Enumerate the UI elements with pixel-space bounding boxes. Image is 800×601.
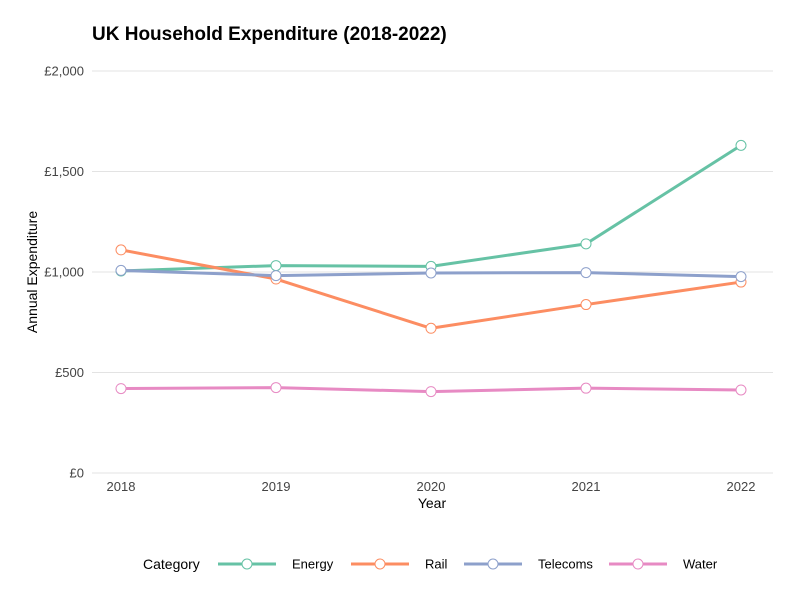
data-point-energy xyxy=(735,139,747,151)
legend-label: Energy xyxy=(292,557,334,572)
x-tick-label: 2021 xyxy=(572,479,601,494)
x-axis-ticks: 2018 2019 2020 2021 2022 xyxy=(107,479,756,494)
y-tick-label: £1,500 xyxy=(44,164,84,179)
x-axis-label: Year xyxy=(418,495,447,511)
data-point-water xyxy=(425,386,437,398)
chart-title: UK Household Expenditure (2018-2022) xyxy=(92,24,447,45)
x-tick-label: 2020 xyxy=(417,479,446,494)
legend-item-rail: Rail xyxy=(351,557,448,572)
legend-label: Telecoms xyxy=(538,557,593,572)
data-point-telecoms xyxy=(115,264,127,276)
data-point-rail xyxy=(115,244,127,256)
x-tick-label: 2018 xyxy=(107,479,136,494)
y-tick-label: £2,000 xyxy=(44,64,84,79)
x-tick-label: 2019 xyxy=(262,479,291,494)
data-point-water xyxy=(115,383,127,395)
legend: Category Energy Rail Telecoms Water xyxy=(143,556,718,572)
data-point-telecoms xyxy=(735,271,747,283)
data-point-telecoms xyxy=(580,267,592,279)
data-point-water xyxy=(270,382,282,394)
legend-items: Energy Rail Telecoms Water xyxy=(218,557,718,572)
data-point-rail xyxy=(580,299,592,311)
data-point-telecoms xyxy=(270,270,282,282)
data-point-rail xyxy=(425,322,437,334)
legend-label: Rail xyxy=(425,557,448,572)
data-point-water xyxy=(580,382,592,394)
legend-item-water: Water xyxy=(609,557,718,572)
y-axis-ticks: £0 £500 £1,000 £1,500 £2,000 xyxy=(44,64,84,481)
series-line-energy xyxy=(119,143,743,273)
y-tick-label: £0 xyxy=(70,466,84,481)
legend-key-marker xyxy=(241,558,253,570)
data-point-telecoms xyxy=(425,267,437,279)
legend-label: Water xyxy=(683,557,718,572)
y-axis-label: Annual Expenditure xyxy=(24,211,40,333)
data-point-energy xyxy=(270,260,282,272)
data-point-energy xyxy=(580,238,592,250)
legend-item-energy: Energy xyxy=(218,557,334,572)
legend-item-telecoms: Telecoms xyxy=(464,557,593,572)
data-point-water xyxy=(735,384,747,396)
y-tick-label: £1,000 xyxy=(44,265,84,280)
x-tick-label: 2022 xyxy=(727,479,756,494)
legend-key-marker xyxy=(632,558,644,570)
legend-key-marker xyxy=(487,558,499,570)
legend-title: Category xyxy=(143,556,200,572)
legend-key-marker xyxy=(374,558,386,570)
y-tick-label: £500 xyxy=(55,365,84,380)
data-points xyxy=(115,139,747,398)
